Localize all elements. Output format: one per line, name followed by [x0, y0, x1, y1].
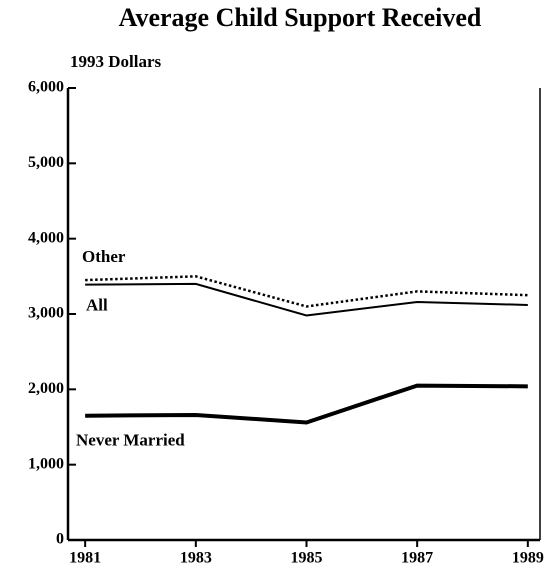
y-tick-label: 6,000: [28, 79, 64, 96]
series-line: [85, 275, 528, 308]
x-tick-label: 1985: [290, 550, 322, 567]
y-axis-label: 1993 Dollars: [70, 52, 162, 71]
x-tick-label: 1989: [512, 550, 544, 567]
series-label: All: [86, 296, 108, 315]
series-line: [85, 282, 528, 317]
y-tick-label: 2,000: [28, 380, 64, 397]
series-label: Never Married: [76, 431, 185, 450]
x-tick-label: 1983: [180, 550, 212, 567]
series-label: Other: [82, 247, 126, 266]
chart-title: Average Child Support Received: [119, 3, 482, 32]
y-tick-label: 3,000: [28, 305, 64, 322]
x-tick-label: 1981: [69, 550, 101, 567]
y-tick-label: 5,000: [28, 154, 64, 171]
x-tick-label: 1987: [401, 550, 433, 567]
y-tick-label: 1,000: [28, 455, 64, 472]
y-tick-label: 4,000: [28, 229, 64, 246]
series-line: [85, 383, 528, 425]
y-tick-label: 0: [56, 531, 64, 548]
